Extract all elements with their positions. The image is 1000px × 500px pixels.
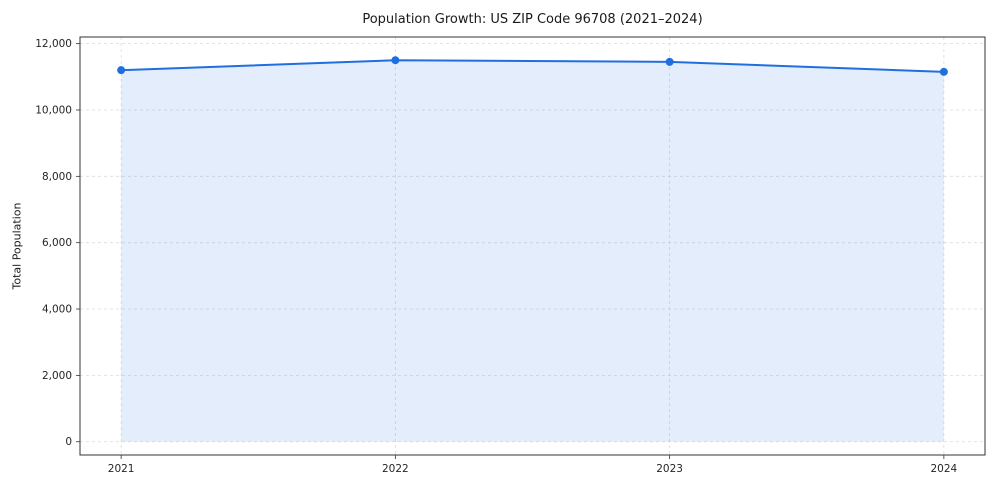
y-tick-label: 6,000 bbox=[42, 237, 72, 249]
y-tick-label: 0 bbox=[65, 436, 72, 448]
series-line bbox=[120, 59, 945, 73]
data-point bbox=[117, 66, 126, 75]
y-tick-label: 2,000 bbox=[42, 370, 72, 382]
y-tick-label: 12,000 bbox=[35, 38, 72, 50]
series-area-fill bbox=[121, 60, 944, 442]
y-tick-label: 4,000 bbox=[42, 304, 72, 316]
data-point bbox=[665, 57, 674, 66]
chart-title: Population Growth: US ZIP Code 96708 (20… bbox=[362, 12, 703, 27]
y-tick-label: 8,000 bbox=[42, 171, 72, 183]
data-point bbox=[939, 67, 948, 76]
y-axis-label: Total Population bbox=[10, 202, 24, 290]
x-tick-label: 2023 bbox=[656, 463, 683, 475]
x-tick-label: 2024 bbox=[930, 463, 957, 475]
data-point bbox=[391, 56, 400, 65]
x-tick-label: 2022 bbox=[382, 463, 409, 475]
x-tick-label: 2021 bbox=[108, 463, 135, 475]
y-tick-label: 10,000 bbox=[35, 104, 72, 116]
plot-border bbox=[79, 36, 986, 456]
